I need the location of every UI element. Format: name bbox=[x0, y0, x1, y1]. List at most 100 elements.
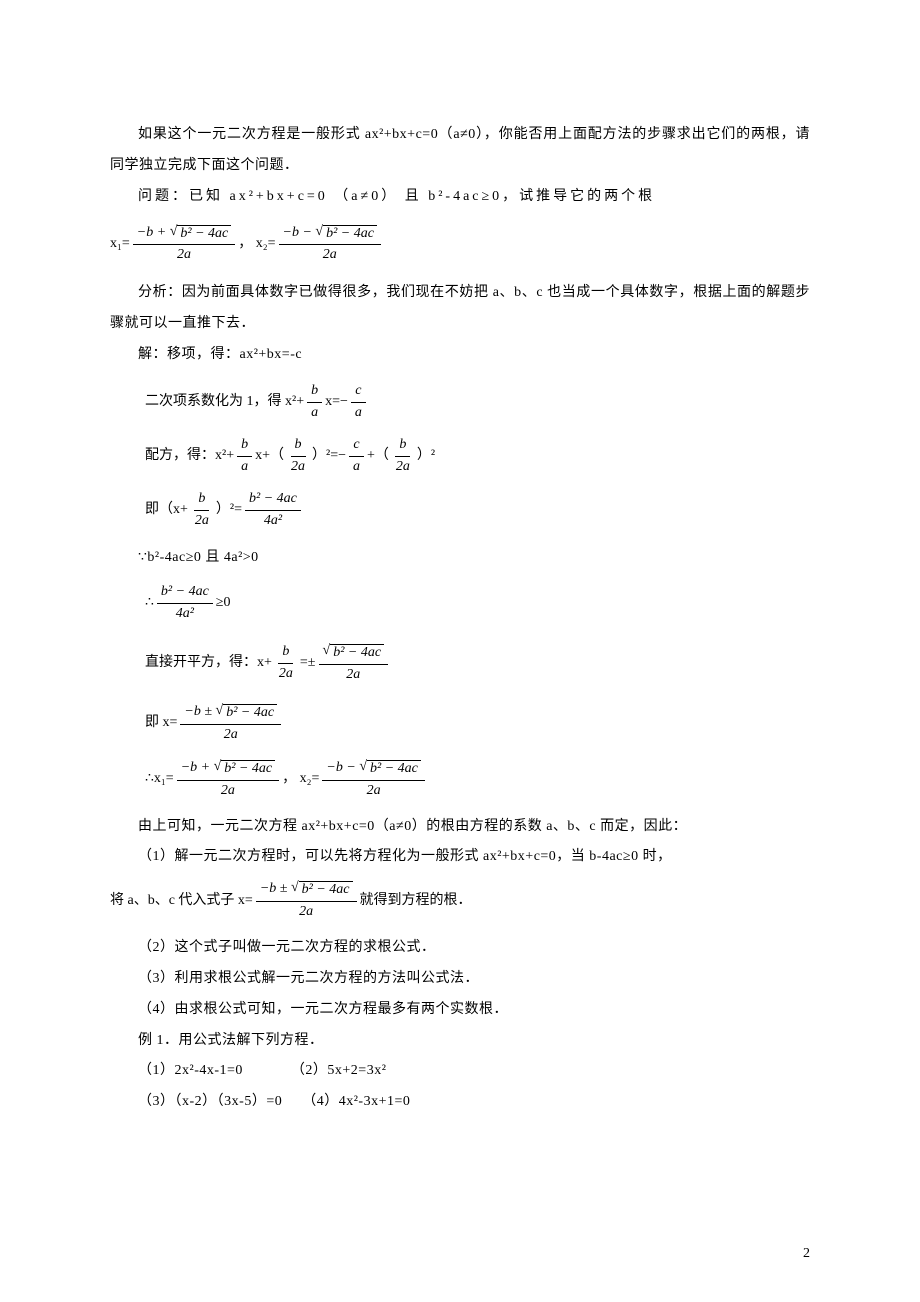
numerator: b bbox=[278, 642, 293, 664]
text: 直接开平方，得：x+ bbox=[145, 655, 272, 672]
denominator: a bbox=[351, 403, 366, 424]
sqrt-icon: √b² − 4ac bbox=[291, 881, 353, 899]
fraction-x2: −b − √b² − 4ac 2a bbox=[279, 223, 381, 267]
denominator: 2a bbox=[392, 457, 414, 478]
sqrt-icon: √b² − 4ac bbox=[359, 760, 421, 778]
frac-sqrt-disc: √b² − 4ac 2a bbox=[319, 642, 389, 686]
text: （3）（x-2）（3x-5）=0 （4）4x²-3x+1=0 bbox=[138, 1094, 410, 1109]
denominator: 4a² bbox=[172, 604, 198, 625]
denominator: a bbox=[349, 457, 364, 478]
bullet-4: （4）由求根公式可知，一元二次方程最多有两个实数根． bbox=[110, 995, 810, 1026]
numerator: b bbox=[291, 435, 306, 457]
example-heading: 例 1．用公式法解下列方程． bbox=[110, 1026, 810, 1057]
step-squared: 即（x+ b2a ）²= b² − 4ac4a² bbox=[110, 489, 810, 533]
paragraph-problem: 问题：已知 ax²+bx+c=0 （a≠0） 且 b²-4ac≥0，试推导它的两… bbox=[110, 182, 810, 213]
bullet-3: （3）利用求根公式解一元二次方程的方法叫公式法． bbox=[110, 964, 810, 995]
denominator: 2a bbox=[191, 511, 213, 532]
sqrt-body: b² − 4ac bbox=[223, 704, 277, 722]
fraction-x1: −b + √b² − 4ac 2a bbox=[177, 758, 279, 802]
num-part: −b ± bbox=[184, 704, 215, 719]
text: ∴x₁= bbox=[145, 771, 174, 788]
sqrt-body: b² − 4ac bbox=[221, 760, 275, 778]
numerator: b² − 4ac bbox=[157, 582, 213, 604]
text: ）² bbox=[417, 448, 435, 465]
numerator: c bbox=[349, 435, 363, 457]
num-part: −b − bbox=[283, 225, 316, 240]
den-2a: 2a bbox=[173, 245, 195, 266]
frac-c-a: ca bbox=[349, 435, 364, 478]
text: ∴ bbox=[145, 595, 154, 612]
frac-b-a: ba bbox=[237, 435, 252, 478]
bullet-2: （2）这个式子叫做一元二次方程的求根公式． bbox=[110, 933, 810, 964]
text: 就得到方程的根． bbox=[360, 893, 472, 910]
text: +（ bbox=[367, 448, 389, 465]
bullet-1-formula: 将 a、b、c 代入式子 x= −b ± √b² − 4ac 2a 就得到方程的… bbox=[110, 879, 810, 923]
numerator: c bbox=[351, 381, 365, 403]
paragraph-analysis: 分析：因为前面具体数字已做得很多，我们现在不妨把 a、b、c 也当成一个具体数字… bbox=[110, 278, 810, 340]
num-part: −b + bbox=[137, 225, 170, 240]
frac-b-2a: b2a bbox=[275, 642, 297, 685]
den-2a: 2a bbox=[319, 245, 341, 266]
step-therefore-nonneg: ∴ b² − 4ac4a² ≥0 bbox=[110, 582, 810, 626]
step-sqrt-both: 直接开平方，得：x+ b2a =± √b² − 4ac 2a bbox=[110, 642, 810, 686]
formula-roots: x₁= −b + √b² − 4ac 2a ， x₂= −b − √b² − 4… bbox=[110, 222, 810, 266]
text: 二次项系数化为 1，得 x²+ bbox=[145, 394, 304, 411]
step-final-roots: ∴x₁= −b + √b² − 4ac 2a ， x₂= −b − √b² − … bbox=[110, 758, 810, 802]
num-part: −b − bbox=[326, 760, 359, 775]
text: ）²= bbox=[216, 502, 242, 519]
numerator: b² − 4ac bbox=[245, 489, 301, 511]
step-move-term: 解：移项，得：ax²+bx=-c bbox=[110, 340, 810, 371]
text: x+（ bbox=[255, 448, 284, 465]
frac-quadratic: −b ± √b² − 4ac 2a bbox=[256, 879, 357, 923]
sqrt-body: b² − 4ac bbox=[367, 760, 421, 778]
denominator: a bbox=[237, 457, 252, 478]
frac-c-a: c a bbox=[351, 381, 366, 424]
text: =± bbox=[300, 655, 316, 672]
text: 配方，得：x²+ bbox=[145, 448, 234, 465]
paragraph-intro: 如果这个一元二次方程是一般形式 ax²+bx+c=0（a≠0），你能否用上面配方… bbox=[110, 120, 810, 182]
example-row-1: （1）2x²-4x-1=0 （2）5x+2=3x² bbox=[110, 1056, 810, 1087]
numerator: b bbox=[194, 489, 209, 511]
sqrt-body: b² − 4ac bbox=[177, 225, 231, 243]
text-x1: x₁= bbox=[110, 236, 130, 253]
text: ≥0 bbox=[216, 595, 231, 612]
text: ）²=− bbox=[312, 448, 346, 465]
num-part: −b + bbox=[181, 760, 214, 775]
fraction-x2: −b − √b² − 4ac 2a bbox=[322, 758, 424, 802]
frac-discriminant: b² − 4ac4a² bbox=[157, 582, 213, 625]
sqrt-icon: √b² − 4ac bbox=[214, 760, 276, 778]
denominator: 2a bbox=[275, 664, 297, 685]
denominator: 2a bbox=[287, 457, 309, 478]
text-separator: ， x₂= bbox=[238, 236, 275, 253]
page-number: 2 bbox=[803, 1246, 810, 1262]
bullet-1: （1）解一元二次方程时，可以先将方程化为一般形式 ax²+bx+c=0，当 b-… bbox=[110, 842, 810, 873]
step-complete-square: 配方，得：x²+ ba x+（ b2a ）²=− ca +（ b2a ）² bbox=[110, 435, 810, 479]
text: x=− bbox=[325, 394, 348, 411]
text: 即 x= bbox=[145, 715, 177, 732]
example-row-2: （3）（x-2）（3x-5）=0 （4）4x²-3x+1=0 bbox=[110, 1087, 810, 1118]
sqrt-icon: √b² − 4ac bbox=[216, 704, 278, 722]
denominator: 2a bbox=[363, 781, 385, 802]
denominator: 2a bbox=[217, 781, 239, 802]
frac-b-2a: b2a bbox=[392, 435, 414, 478]
text: ， x₂= bbox=[282, 771, 319, 788]
sqrt-icon: √b² − 4ac bbox=[315, 225, 377, 243]
frac-quadratic: −b ± √b² − 4ac 2a bbox=[180, 702, 281, 746]
text: 将 a、b、c 代入式子 x= bbox=[110, 893, 253, 910]
numerator: b bbox=[307, 381, 322, 403]
denominator: a bbox=[307, 403, 322, 424]
sqrt-body: b² − 4ac bbox=[323, 225, 377, 243]
step-because: ∵b²-4ac≥0 且 4a²>0 bbox=[110, 543, 810, 574]
num-part: −b ± bbox=[260, 881, 291, 896]
numerator: b bbox=[237, 435, 252, 457]
denominator: 2a bbox=[342, 665, 364, 686]
frac-b-2a: b2a bbox=[287, 435, 309, 478]
document-page: 如果这个一元二次方程是一般形式 ax²+bx+c=0（a≠0），你能否用上面配方… bbox=[0, 0, 920, 1302]
paragraph-conclusion: 由上可知，一元二次方程 ax²+bx+c=0（a≠0）的根由方程的系数 a、b、… bbox=[110, 812, 810, 843]
numerator: b bbox=[395, 435, 410, 457]
sqrt-icon: √b² − 4ac bbox=[323, 644, 385, 662]
denominator: 2a bbox=[295, 902, 317, 923]
fraction-x1: −b + √b² − 4ac 2a bbox=[133, 223, 235, 267]
frac-discriminant: b² − 4ac4a² bbox=[245, 489, 301, 532]
frac-b-2a: b2a bbox=[191, 489, 213, 532]
